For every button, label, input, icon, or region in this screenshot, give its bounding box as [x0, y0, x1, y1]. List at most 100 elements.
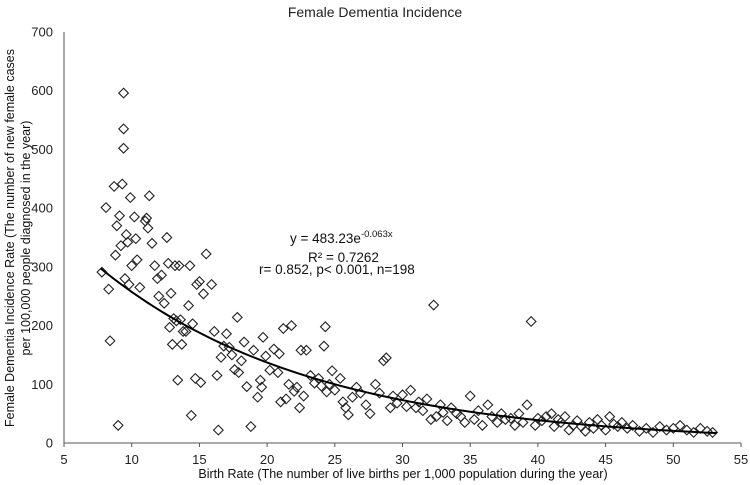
data-point [206, 278, 218, 291]
data-point [600, 424, 612, 436]
data-point [464, 390, 476, 402]
data-point [115, 240, 127, 252]
data-point [288, 385, 300, 397]
data-point [177, 325, 189, 338]
data-point [529, 419, 541, 431]
data-point [563, 424, 575, 436]
data-point [146, 237, 158, 249]
data-point [96, 266, 108, 278]
x-tick-label: 35 [463, 452, 477, 467]
data-point [417, 405, 429, 417]
data-point [104, 335, 116, 347]
data-point [640, 422, 652, 434]
data-point [517, 416, 529, 429]
x-tick-label: 50 [666, 452, 680, 467]
data-point [304, 369, 317, 382]
data-point [298, 390, 310, 402]
data-point [165, 287, 177, 299]
data-point [162, 257, 174, 269]
data-point [275, 396, 287, 408]
data-point [184, 260, 196, 272]
y-tick-label: 300 [31, 259, 53, 274]
data-point [482, 399, 494, 411]
data-point [151, 273, 164, 285]
data-point [364, 408, 376, 420]
data-point [346, 391, 358, 403]
y-tick-label: 0 [46, 436, 53, 451]
data-point [437, 406, 449, 419]
data-point [377, 355, 390, 367]
y-tick-label: 700 [31, 25, 53, 40]
x-tick-label: 30 [395, 452, 409, 467]
r-squared-label: R² = 0.7262 [308, 250, 379, 265]
x-tick-label: 25 [328, 452, 342, 467]
data-point [264, 364, 276, 376]
data-point [161, 231, 173, 244]
x-tick-label: 55 [734, 452, 748, 467]
trend-equation-base: y = 483.23e [290, 231, 361, 246]
data-point [111, 220, 123, 232]
data-point [116, 178, 128, 190]
data-point [509, 419, 521, 431]
data-point [380, 352, 392, 364]
data-point [384, 402, 396, 414]
data-point [459, 416, 471, 429]
data-point [169, 260, 181, 272]
x-tick-label: 10 [124, 452, 138, 467]
data-point [142, 222, 154, 234]
y-tick-label: 200 [31, 318, 53, 333]
axes [63, 32, 742, 447]
data-point [536, 415, 548, 427]
data-point [472, 405, 484, 417]
data-point [329, 384, 341, 396]
data-point [164, 321, 176, 333]
data-point [108, 180, 120, 192]
data-point [413, 396, 425, 408]
data-point [405, 384, 417, 396]
data-point [654, 420, 666, 433]
data-point [112, 419, 124, 431]
x-tick-label: 40 [531, 452, 545, 467]
data-point [430, 411, 442, 423]
data-point [130, 233, 142, 245]
data-point [128, 211, 140, 223]
data-point [189, 372, 201, 384]
data-point [476, 419, 488, 431]
data-point [100, 201, 112, 214]
data-point [268, 343, 280, 355]
data-point [627, 419, 639, 431]
data-point [283, 378, 295, 390]
data-point [525, 315, 537, 328]
data-point [291, 381, 303, 393]
data-point [706, 426, 719, 439]
data-point [548, 420, 560, 433]
data-point [342, 409, 354, 421]
data-point [254, 374, 266, 386]
data-point [124, 191, 136, 204]
data-point [425, 413, 437, 426]
data-point [172, 374, 184, 386]
y-tick-label: 400 [31, 201, 53, 216]
data-point [681, 424, 693, 436]
data-point [180, 325, 192, 338]
data-point [174, 314, 187, 326]
data-point [141, 212, 153, 224]
data-point [559, 411, 571, 423]
data-point [441, 415, 453, 427]
data-point [387, 390, 399, 402]
data-point [158, 297, 170, 309]
data-point [428, 299, 440, 311]
data-point [212, 424, 224, 436]
data-point [134, 281, 146, 293]
data-point [260, 350, 272, 362]
data-point [117, 123, 130, 135]
x-tick-label: 20 [260, 452, 274, 467]
data-point [191, 278, 203, 291]
data-point [245, 420, 257, 433]
data-point [197, 288, 210, 300]
data-point [195, 376, 207, 389]
y-axis-label-line2: per 100,000 people diagnosed in the year… [19, 121, 33, 356]
stats-label: r= 0.852, p< 0.001, n=198 [259, 262, 415, 277]
data-point [235, 355, 247, 367]
